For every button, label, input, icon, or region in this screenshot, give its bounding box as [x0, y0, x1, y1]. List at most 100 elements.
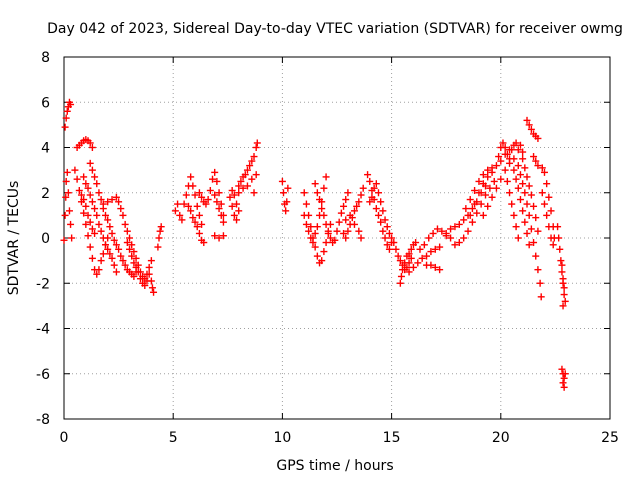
data-point	[313, 223, 321, 231]
data-point	[510, 166, 518, 174]
data-point	[132, 254, 140, 262]
data-point	[482, 191, 490, 199]
data-point	[543, 211, 551, 219]
data-point	[215, 205, 223, 213]
data-point	[302, 220, 310, 228]
data-point	[523, 229, 531, 237]
data-point	[508, 200, 516, 208]
data-point	[372, 180, 380, 188]
data-point	[560, 383, 568, 391]
data-point	[397, 272, 405, 280]
data-point	[514, 234, 522, 242]
data-point	[344, 227, 352, 235]
data-point	[217, 200, 225, 208]
data-point	[60, 236, 68, 244]
data-point	[377, 198, 385, 206]
data-point	[514, 184, 522, 192]
data-point	[248, 175, 256, 183]
data-point	[488, 168, 496, 176]
data-point	[350, 220, 358, 228]
data-point	[64, 189, 72, 197]
data-point	[213, 177, 221, 185]
data-point	[527, 225, 535, 233]
data-point	[532, 252, 540, 260]
data-point	[86, 159, 94, 167]
data-point	[357, 191, 365, 199]
data-point	[523, 173, 531, 181]
chart-title: Day 042 of 2023, Sidereal Day-to-day VTE…	[47, 21, 623, 37]
data-point	[88, 166, 96, 174]
data-point	[510, 211, 518, 219]
data-point	[189, 182, 197, 190]
data-point	[508, 146, 516, 154]
data-point	[534, 266, 542, 274]
x-tick-label: 15	[383, 430, 401, 446]
data-point	[377, 218, 385, 226]
data-point	[62, 177, 70, 185]
data-point	[318, 205, 326, 213]
data-point	[534, 162, 542, 170]
data-point	[479, 171, 487, 179]
data-point	[468, 205, 476, 213]
data-point	[460, 216, 468, 224]
data-point	[250, 153, 258, 161]
data-point	[455, 239, 463, 247]
data-point	[405, 268, 413, 276]
data-point	[187, 207, 195, 215]
data-point	[353, 202, 361, 210]
data-point	[189, 214, 197, 222]
y-tick-label: 0	[41, 231, 50, 247]
data-point	[479, 180, 487, 188]
data-point	[468, 218, 476, 226]
data-point	[436, 266, 444, 274]
data-point	[554, 223, 562, 231]
data-point	[195, 211, 203, 219]
data-point	[184, 202, 192, 210]
data-point	[537, 293, 545, 301]
data-point	[475, 189, 483, 197]
data-point	[95, 189, 103, 197]
data-point	[523, 116, 531, 124]
data-point	[495, 153, 503, 161]
data-point	[337, 209, 345, 217]
y-tick-label: 2	[41, 186, 50, 202]
data-point	[331, 236, 339, 244]
data-point	[431, 245, 439, 253]
axis-ticks: 0 5 10 15 20 25 -8 -6 -4 -2 0 2 4 6 8	[36, 50, 619, 446]
data-point	[115, 245, 123, 253]
data-point	[67, 220, 75, 228]
data-point	[134, 268, 142, 276]
data-point	[516, 196, 524, 204]
data-point	[536, 279, 544, 287]
data-point	[486, 184, 494, 192]
data-point	[366, 198, 374, 206]
data-point	[519, 155, 527, 163]
data-point	[385, 245, 393, 253]
data-point	[342, 216, 350, 224]
data-point	[88, 254, 96, 262]
data-point	[252, 171, 260, 179]
x-axis-label: GPS time / hours	[276, 458, 393, 474]
data-point	[416, 245, 424, 253]
data-point	[68, 234, 76, 242]
data-point	[403, 263, 411, 271]
data-point	[357, 234, 365, 242]
data-point	[99, 200, 107, 208]
data-point	[523, 200, 531, 208]
data-point	[147, 257, 155, 265]
data-point	[88, 144, 96, 151]
data-point	[63, 168, 71, 176]
data-point	[466, 211, 474, 219]
data-point	[246, 162, 254, 170]
data-point	[385, 229, 393, 237]
data-point	[97, 257, 105, 265]
data-point	[86, 218, 94, 226]
data-point	[525, 241, 533, 249]
data-point	[97, 227, 105, 235]
data-point	[193, 223, 201, 231]
data-point	[63, 107, 71, 115]
data-point	[355, 227, 363, 235]
data-point	[368, 193, 376, 201]
data-point	[211, 168, 219, 176]
data-point	[305, 227, 313, 235]
